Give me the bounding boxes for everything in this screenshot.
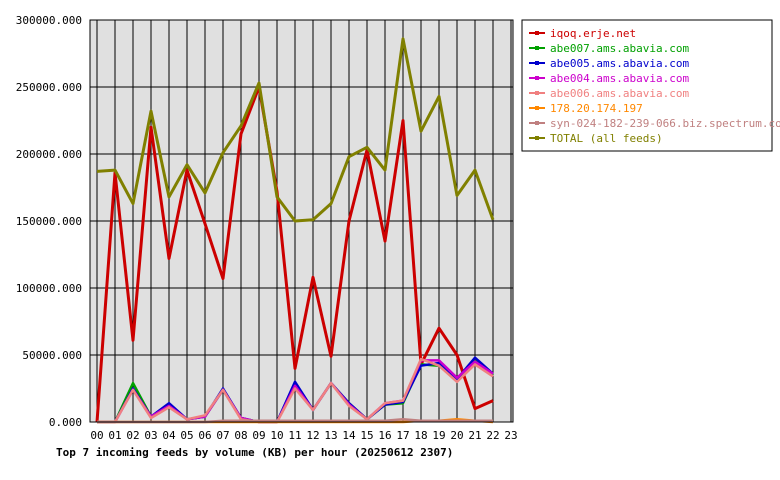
x-tick-label: 00 <box>90 429 103 442</box>
x-tick-label: 08 <box>234 429 247 442</box>
legend: iqoq.erje.net abe007.ams.abavia.com abe005… <box>521 19 780 152</box>
x-axis-ticks: 00 01 02 03 04 05 06 07 08 09 10 11 12 13 14 15 16 17 18 19… <box>90 429 517 442</box>
legend-label-7: syn-024-182-239-066.biz.spectrum.com <box>550 117 780 130</box>
x-tick-label: 04 <box>162 429 176 442</box>
x-tick-label: 07 <box>216 429 229 442</box>
x-tick-label: 11 <box>288 429 301 442</box>
x-tick-label: 20 <box>450 429 463 442</box>
legend-label-3: abe005.ams.abavia.com <box>550 57 689 70</box>
y-tick-label: 300000.000 <box>16 14 82 27</box>
series-line-8 <box>96 37 495 223</box>
x-tick-label: 13 <box>324 429 337 442</box>
x-tick-label: 01 <box>108 429 121 442</box>
legend-label-4: abe004.ams.abavia.com <box>550 72 689 85</box>
series-line-1 <box>95 85 494 423</box>
legend-marker-8 <box>535 136 539 140</box>
y-tick-label: 0.000 <box>49 416 82 429</box>
y-tick-label: 150000.000 <box>16 215 82 228</box>
x-tick-label: 21 <box>468 429 481 442</box>
legend-label-2: abe007.ams.abavia.com <box>550 42 689 55</box>
plot-border <box>89 19 514 423</box>
legend-label-1: iqoq.erje.net <box>550 27 636 40</box>
legend-label-5: abe006.ams.abavia.com <box>550 87 689 100</box>
x-tick-label: 18 <box>414 429 427 442</box>
legend-marker-5 <box>535 91 539 95</box>
legend-marker-2 <box>535 46 539 50</box>
legend-marker-3 <box>535 61 539 65</box>
chart-title: Top 7 incoming feeds by volume (KB) per … <box>56 446 453 459</box>
legend-marker-4 <box>535 76 539 80</box>
x-tick-label: 19 <box>432 429 445 442</box>
x-tick-label: 06 <box>198 429 211 442</box>
x-tick-label: 12 <box>306 429 319 442</box>
legend-marker-7 <box>535 121 539 125</box>
legend-marker-1 <box>535 31 539 35</box>
x-tick-label: 16 <box>378 429 391 442</box>
x-tick-label: 23 <box>504 429 517 442</box>
y-tick-label: 100000.000 <box>16 282 82 295</box>
legend-box <box>521 19 773 152</box>
x-tick-label: 05 <box>180 429 193 442</box>
x-tick-label: 09 <box>252 429 265 442</box>
x-tick-label: 14 <box>342 429 356 442</box>
legend-label-8: TOTAL (all feeds) <box>550 132 663 145</box>
x-tick-label: 10 <box>270 429 283 442</box>
x-tick-label: 15 <box>360 429 373 442</box>
x-tick-label: 02 <box>126 429 139 442</box>
x-tick-label: 22 <box>486 429 499 442</box>
legend-marker-6 <box>535 106 539 110</box>
y-tick-label: 250000.000 <box>16 81 82 94</box>
series-line-5 <box>97 357 494 424</box>
y-axis-ticks: 0.000 50000.000 100000.000 150000.000 200000… <box>16 14 82 429</box>
x-tick-label: 03 <box>144 429 157 442</box>
y-tick-label: 50000.000 <box>22 349 82 362</box>
series-line-3 <box>97 356 494 424</box>
y-tick-label: 200000.000 <box>16 148 82 161</box>
legend-label-6: 178.20.174.197 <box>550 102 643 115</box>
x-tick-label: 17 <box>396 429 409 442</box>
